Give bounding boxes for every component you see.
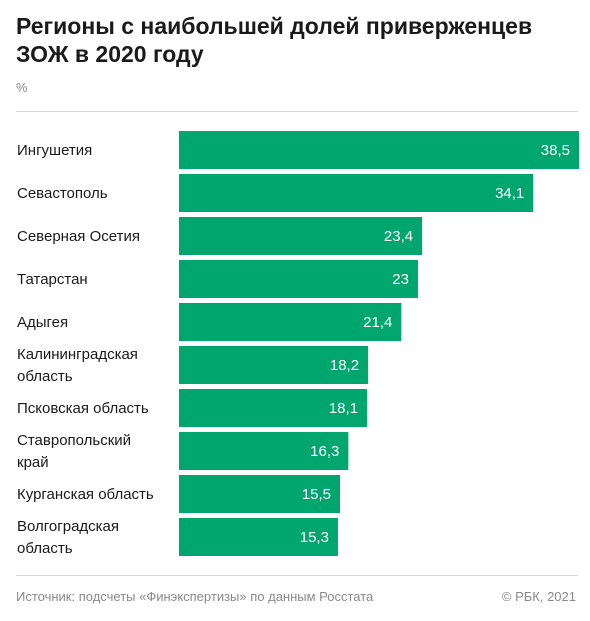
bar-value-label: 18,2 [330, 357, 359, 374]
bar [179, 174, 534, 212]
copyright-credit: © РБК, 2021 [501, 589, 576, 604]
unit-label: % [16, 80, 28, 95]
bar-value-label: 23,4 [384, 228, 413, 245]
bar [179, 303, 402, 341]
category-label: Ингушетия [17, 142, 92, 159]
bar [179, 260, 418, 298]
category-label: Адыгея [17, 314, 68, 331]
bar-value-label: 21,4 [363, 314, 392, 331]
chart-title: Регионы с наибольшей долей приверженцев … [16, 13, 533, 67]
bar-value-label: 38,5 [541, 142, 570, 159]
bar-chart: 38,5 Ингушетия 34,1 Севастополь 23,4 Северная… [17, 131, 579, 557]
category-label: Курганская область [17, 486, 154, 503]
bar-value-label: 15,5 [302, 486, 331, 503]
bar [179, 346, 369, 384]
bar-value-label: 18,1 [329, 400, 358, 417]
bar [179, 518, 338, 556]
bar-value-label: 16,3 [310, 443, 339, 460]
top-divider [16, 111, 578, 112]
category-label: Волгоградская область [17, 518, 119, 557]
category-label: Татарстан [17, 271, 88, 288]
bar-value-label: 23 [392, 271, 409, 288]
bar [179, 389, 368, 427]
bar-value-label: 34,1 [495, 185, 524, 202]
bar [179, 217, 423, 255]
category-label: Северная Осетия [17, 228, 140, 245]
category-label: Ставропольский край [17, 432, 131, 471]
bar [179, 475, 341, 513]
bottom-divider [16, 575, 578, 576]
bar [179, 131, 579, 169]
category-label: Севастополь [17, 185, 108, 202]
bar-value-label: 15,3 [300, 529, 329, 546]
source-note: Источник: подсчеты «Финэкспертизы» по да… [16, 589, 374, 604]
category-label: Псковская область [17, 400, 149, 417]
category-label: Калининградская область [17, 346, 138, 385]
bar [179, 432, 349, 470]
